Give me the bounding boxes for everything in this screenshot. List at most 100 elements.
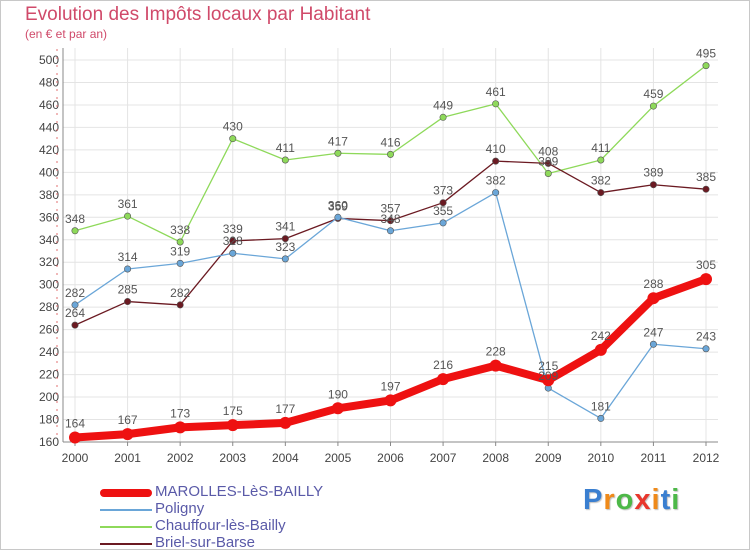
logo-letter: P xyxy=(583,484,604,516)
data-point xyxy=(594,343,607,356)
data-label: 215 xyxy=(538,359,558,373)
data-point xyxy=(647,292,660,305)
data-point xyxy=(229,135,237,143)
data-point xyxy=(176,238,184,246)
data-point xyxy=(174,421,187,434)
data-label: 305 xyxy=(696,258,716,272)
data-point xyxy=(71,227,79,235)
data-point xyxy=(649,181,657,189)
data-label: 382 xyxy=(486,174,506,188)
data-label: 449 xyxy=(433,98,453,112)
data-label: 264 xyxy=(65,306,85,320)
data-point xyxy=(649,102,657,110)
y-tick-label: 380 xyxy=(39,188,59,202)
legend-swatch-marolles xyxy=(100,489,152,497)
logo-letter: r xyxy=(603,484,616,516)
logo-letter: i xyxy=(651,484,661,516)
legend-label-marolles: MAROLLES-LèS-BAILLY xyxy=(155,483,324,500)
data-label: 282 xyxy=(65,286,85,300)
data-label: 416 xyxy=(380,135,400,149)
data-label: 243 xyxy=(696,330,716,344)
data-label: 338 xyxy=(170,223,190,237)
data-point xyxy=(597,156,605,164)
data-point xyxy=(439,199,447,207)
data-label: 197 xyxy=(380,379,400,393)
data-point xyxy=(700,273,712,286)
data-label: 285 xyxy=(118,283,138,297)
x-tick-label: 2001 xyxy=(114,451,141,465)
x-tick-label: 2003 xyxy=(219,451,246,465)
axes: 160 180 200 220 240 260 280 300 320 340 360 380 400 4… xyxy=(39,48,720,465)
data-point xyxy=(597,189,605,197)
legend-swatch-poligny xyxy=(100,509,152,511)
data-point xyxy=(492,189,500,197)
x-tick-label: 2002 xyxy=(167,451,194,465)
data-label: 348 xyxy=(65,212,85,226)
x-tick-label: 2011 xyxy=(641,451,667,465)
x-tick-label: 2000 xyxy=(62,451,89,465)
x-tick-label: 2006 xyxy=(377,451,404,465)
data-point xyxy=(386,150,394,158)
data-label: 459 xyxy=(643,87,663,101)
data-label: 411 xyxy=(591,141,610,155)
data-point xyxy=(437,373,450,386)
data-point xyxy=(334,149,342,157)
data-label: 495 xyxy=(696,47,716,61)
data-point xyxy=(71,301,79,309)
y-tick-label: 340 xyxy=(39,233,59,247)
data-label: 357 xyxy=(380,202,400,216)
data-label: 339 xyxy=(223,222,243,236)
data-point xyxy=(492,100,500,108)
data-label: 216 xyxy=(433,358,453,372)
data-label: 385 xyxy=(696,170,716,184)
y-tick-label: 480 xyxy=(39,75,59,89)
grid-lines xyxy=(63,48,718,443)
x-tick-label: 2012 xyxy=(693,451,720,465)
data-point xyxy=(281,156,289,164)
x-tick-label: 2004 xyxy=(272,451,299,465)
data-point xyxy=(386,217,394,225)
data-point xyxy=(331,402,344,415)
data-label: 323 xyxy=(275,240,295,254)
data-label: 228 xyxy=(486,345,506,359)
data-point xyxy=(702,185,710,193)
data-point xyxy=(544,169,552,177)
data-label: 190 xyxy=(328,387,348,401)
legend-label-poligny: Poligny xyxy=(155,500,205,517)
data-label: 181 xyxy=(591,399,611,413)
legend-swatch-chauffour xyxy=(100,526,152,528)
data-label: 177 xyxy=(275,402,295,416)
x-tick-label: 2009 xyxy=(535,451,562,465)
data-label: 209 xyxy=(538,369,558,383)
data-point xyxy=(542,374,555,387)
y-tick-label: 220 xyxy=(39,368,59,382)
legend-label-chauffour: Chauffour-lès-Bailly xyxy=(155,517,286,534)
chart-subtitle: (en € et par an) xyxy=(25,27,108,41)
data-label: 341 xyxy=(275,220,295,234)
data-point xyxy=(489,359,502,372)
y-tick-label: 160 xyxy=(39,435,59,449)
data-label: 175 xyxy=(223,404,243,418)
data-point xyxy=(69,431,81,444)
data-label: 408 xyxy=(538,144,558,158)
data-point xyxy=(702,62,710,70)
data-label: 417 xyxy=(328,134,348,148)
y-tick-label: 440 xyxy=(39,120,59,134)
data-label: 355 xyxy=(433,204,453,218)
legend-label-briel: Briel-sur-Barse xyxy=(155,534,256,551)
data-point xyxy=(71,321,79,329)
data-label: 164 xyxy=(65,417,85,431)
data-point xyxy=(121,428,134,441)
data-point xyxy=(492,157,500,165)
x-tick-label: 2005 xyxy=(325,451,352,465)
logo-letter: o xyxy=(615,484,635,516)
data-point xyxy=(176,301,184,309)
data-point xyxy=(386,227,394,235)
x-tick-label: 2010 xyxy=(587,451,614,465)
x-tick-label: 2007 xyxy=(430,451,457,465)
data-point xyxy=(176,259,184,267)
data-label: 328 xyxy=(223,234,243,248)
y-tick-label: 180 xyxy=(39,413,59,427)
y-tick-label: 240 xyxy=(39,345,59,359)
data-label: 242 xyxy=(591,329,611,343)
